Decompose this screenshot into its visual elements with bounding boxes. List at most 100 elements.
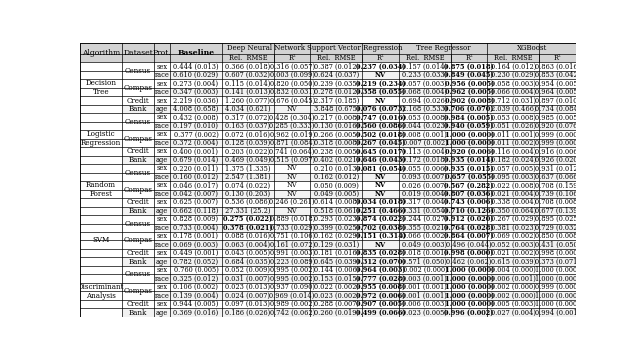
Text: 0.499 (0.066): 0.499 (0.066): [356, 309, 406, 316]
Text: sex: sex: [156, 266, 168, 274]
Bar: [488, 292, 540, 300]
Bar: [310, 164, 362, 173]
Text: 1.000 (0.000): 1.000 (0.000): [445, 283, 494, 291]
Bar: [274, 71, 310, 79]
Bar: [222, 113, 274, 122]
Bar: [399, 241, 451, 249]
Text: Compas: Compas: [124, 84, 152, 92]
Bar: [310, 139, 362, 147]
Bar: [222, 215, 274, 224]
Bar: [122, 122, 154, 130]
Text: 0.004 (0.000): 0.004 (0.000): [491, 266, 536, 274]
Text: 0.318 (0.008): 0.318 (0.008): [314, 139, 359, 147]
Text: 0.001 (0.001): 0.001 (0.001): [403, 283, 447, 291]
Text: 0.835 (0.028): 0.835 (0.028): [356, 249, 405, 257]
Bar: [274, 198, 310, 206]
Bar: [310, 274, 362, 283]
Bar: [310, 113, 362, 122]
Bar: [222, 88, 274, 96]
Bar: [451, 164, 488, 173]
Bar: [488, 283, 540, 292]
Text: 0.518 (0.061): 0.518 (0.061): [314, 207, 359, 215]
Bar: [399, 130, 451, 139]
Bar: [154, 266, 170, 274]
Text: 0.955 (0.008): 0.955 (0.008): [356, 283, 405, 291]
Text: Tree Regressor: Tree Regressor: [416, 44, 470, 52]
Text: 0.350 (0.064): 0.350 (0.064): [491, 207, 536, 215]
Text: 0.019 (0.004): 0.019 (0.004): [403, 190, 447, 198]
Text: 0.151 (0.314): 0.151 (0.314): [356, 232, 406, 240]
Bar: [362, 173, 399, 181]
Bar: [362, 122, 399, 130]
Bar: [170, 139, 222, 147]
Bar: [80, 113, 122, 164]
Text: R²: R²: [465, 54, 473, 62]
Text: race: race: [155, 292, 170, 300]
Text: race: race: [155, 275, 170, 283]
Bar: [274, 206, 310, 215]
Bar: [310, 300, 362, 308]
Bar: [488, 147, 540, 156]
Bar: [540, 156, 576, 164]
Bar: [451, 249, 488, 257]
Bar: [122, 206, 154, 215]
Bar: [122, 249, 154, 257]
Bar: [362, 257, 399, 266]
Text: 1.000 (0.000): 1.000 (0.000): [445, 292, 494, 300]
Text: 0.515 (0.097): 0.515 (0.097): [269, 156, 315, 164]
Text: Rel.  RMSE: Rel. RMSE: [494, 54, 532, 62]
Text: 0.024 (0.007): 0.024 (0.007): [225, 292, 270, 300]
Text: 0.049 (0.005): 0.049 (0.005): [314, 190, 359, 198]
Text: 0.764 (0.028): 0.764 (0.028): [444, 224, 494, 232]
Text: Bank: Bank: [129, 156, 147, 164]
Bar: [451, 224, 488, 232]
Bar: [310, 232, 362, 241]
Bar: [154, 215, 170, 224]
Bar: [399, 147, 451, 156]
Text: race: race: [155, 224, 170, 232]
Text: 0.162 (0.029): 0.162 (0.029): [314, 232, 359, 240]
Bar: [399, 308, 451, 317]
Bar: [222, 300, 274, 308]
Bar: [80, 173, 122, 181]
Bar: [540, 96, 576, 105]
Bar: [80, 113, 122, 122]
Text: 2.168 (0.533): 2.168 (0.533): [402, 105, 447, 113]
Text: 0.897 (0.010): 0.897 (0.010): [535, 96, 580, 105]
Text: 0.160 (0.012): 0.160 (0.012): [173, 173, 218, 181]
Text: Bank: Bank: [129, 207, 147, 215]
Bar: [488, 43, 576, 54]
Text: 0.027 (0.004): 0.027 (0.004): [491, 309, 536, 316]
Text: 0.068 (0.004): 0.068 (0.004): [403, 88, 447, 96]
Text: 0.377 (0.002): 0.377 (0.002): [173, 130, 218, 138]
Text: 0.003 (0.001): 0.003 (0.001): [403, 275, 447, 283]
Bar: [399, 224, 451, 232]
Text: 27.331 (25.2): 27.331 (25.2): [225, 207, 271, 215]
Bar: [399, 249, 451, 257]
Text: 0.002 (0.000): 0.002 (0.000): [491, 292, 536, 300]
Text: 0.057 (0.005): 0.057 (0.005): [491, 164, 536, 172]
Text: Decision
Tree: Decision Tree: [86, 79, 116, 96]
Bar: [540, 164, 576, 173]
Bar: [310, 54, 362, 62]
Bar: [154, 232, 170, 241]
Bar: [80, 198, 122, 206]
Bar: [122, 308, 154, 317]
Text: 0.733 (0.004): 0.733 (0.004): [173, 224, 218, 232]
Bar: [274, 190, 310, 198]
Bar: [122, 215, 154, 224]
Text: 0.694 (0.026): 0.694 (0.026): [402, 96, 447, 105]
Text: 0.991 (0.003): 0.991 (0.003): [269, 249, 315, 257]
Bar: [122, 300, 154, 308]
Bar: [274, 130, 310, 139]
Bar: [310, 283, 362, 292]
Text: 0.742 (0.062): 0.742 (0.062): [269, 309, 315, 316]
Text: NV: NV: [375, 190, 386, 198]
Bar: [170, 130, 222, 139]
Text: 0.985 (0.005): 0.985 (0.005): [535, 114, 580, 121]
Bar: [451, 215, 488, 224]
Bar: [170, 224, 222, 232]
Bar: [274, 164, 310, 173]
Bar: [122, 130, 154, 147]
Text: 4.034 (0.621): 4.034 (0.621): [225, 105, 271, 113]
